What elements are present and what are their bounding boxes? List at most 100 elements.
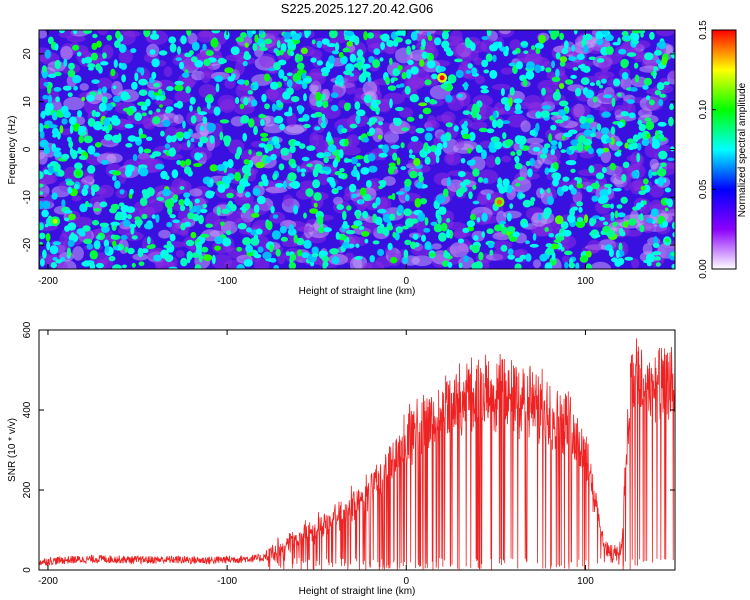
heatmap-cell [472,168,480,177]
heatmap-cell [660,162,667,167]
heatmap-cell [586,185,593,193]
heatmap-peak [75,170,81,176]
heatmap-cell [134,72,139,82]
heatmap-cell [252,43,258,52]
heatmap-cell [87,145,96,155]
heatmap-cell [264,147,269,154]
heatmap-cell [374,216,383,226]
heatmap-cell [457,171,466,178]
heatmap-cell [63,166,78,181]
heatmap-cell [87,63,96,69]
heatmap-cell [77,110,82,118]
heatmap-cell [270,153,277,161]
heatmap-cell [469,213,476,221]
heatmap-cell [512,65,518,75]
heatmap-cell [293,204,299,215]
heatmap-cell [41,111,46,119]
heatmap-cell [481,36,489,41]
heatmap-cell [197,141,203,148]
heatmap-cell [327,144,337,153]
heatmap-cell [342,224,350,229]
heatmap-cell [260,119,265,127]
heatmap-cell [496,118,504,129]
heatmap-cell [199,125,205,132]
heatmap-cell [303,77,312,83]
heatmap-cell [612,221,618,227]
heatmap-cell [98,102,107,112]
y-tick-label: 20 [22,48,33,60]
heatmap-cell [100,61,109,66]
heatmap-cell [400,142,405,149]
heatmap-cell [596,148,604,155]
heatmap-cell [255,161,265,169]
heatmap-cell [233,102,255,115]
heatmap-cell [410,241,417,250]
heatmap-cell [156,196,165,201]
heatmap-cell [362,193,372,202]
heatmap-cell [280,147,290,156]
heatmap-cell [81,96,86,102]
heatmap-cell [418,175,424,183]
heatmap-cell [287,172,297,182]
heatmap-cell [389,57,393,65]
heatmap-cell [240,115,250,124]
y-tick-label: 0 [22,146,33,152]
heatmap-cell [83,135,93,144]
heatmap-cell [446,49,454,57]
heatmap-cell [637,142,642,151]
heatmap-cell [463,255,470,263]
heatmap-cell [436,194,446,204]
heatmap-cell [446,177,451,187]
heatmap-cell [506,212,512,222]
heatmap-cell [251,212,260,218]
heatmap-cell [476,114,482,120]
heatmap-cell [220,221,238,235]
heatmap-cell [469,121,488,130]
heatmap-cell [187,212,195,220]
heatmap-cell [396,228,402,233]
heatmap-cell [335,231,340,240]
heatmap-cell [621,30,629,37]
heatmap-cell [649,184,664,198]
snr-x-ticks: -200 -100 0 100 [38,330,594,587]
x-tick-label: 0 [403,276,409,287]
heatmap-cell [634,74,640,83]
heatmap-cell [51,127,59,136]
heatmap-cell [564,79,574,85]
heatmap-cell [235,37,244,43]
heatmap-cell [73,30,78,35]
heatmap-cell [508,97,513,107]
heatmap-cell [260,137,269,142]
heatmap-cell [473,57,483,66]
heatmap-cell [289,50,295,57]
heatmap-cell [39,191,44,196]
heatmap-cell [446,218,451,223]
heatmap-cell [567,214,576,223]
heatmap-cell [369,255,376,263]
heatmap-cell [86,94,95,102]
heatmap-cell [500,67,514,75]
heatmap-cell [537,213,542,221]
heatmap-cell [648,169,653,179]
heatmap-cell [458,262,463,269]
heatmap-cell [198,84,217,99]
heatmap-cell [257,246,264,253]
heatmap-cell [644,52,654,61]
heatmap-cell [160,130,165,137]
heatmap-cell [585,263,592,269]
heatmap-cell [395,106,404,112]
heatmap-cell [331,256,340,265]
heatmap-cell [472,184,477,190]
heatmap-cell [349,183,357,193]
heatmap-cell [105,127,110,134]
heatmap-cell [112,240,117,247]
heatmap-cell [514,257,524,263]
heatmap-cell [252,188,261,196]
heatmap-cell [372,240,380,245]
heatmap-cell [97,90,102,95]
heatmap-cell [112,95,122,103]
heatmap-cell [264,38,272,45]
heatmap-cell [322,120,327,127]
heatmap-cell [343,102,351,112]
heatmap-cell [40,258,45,267]
